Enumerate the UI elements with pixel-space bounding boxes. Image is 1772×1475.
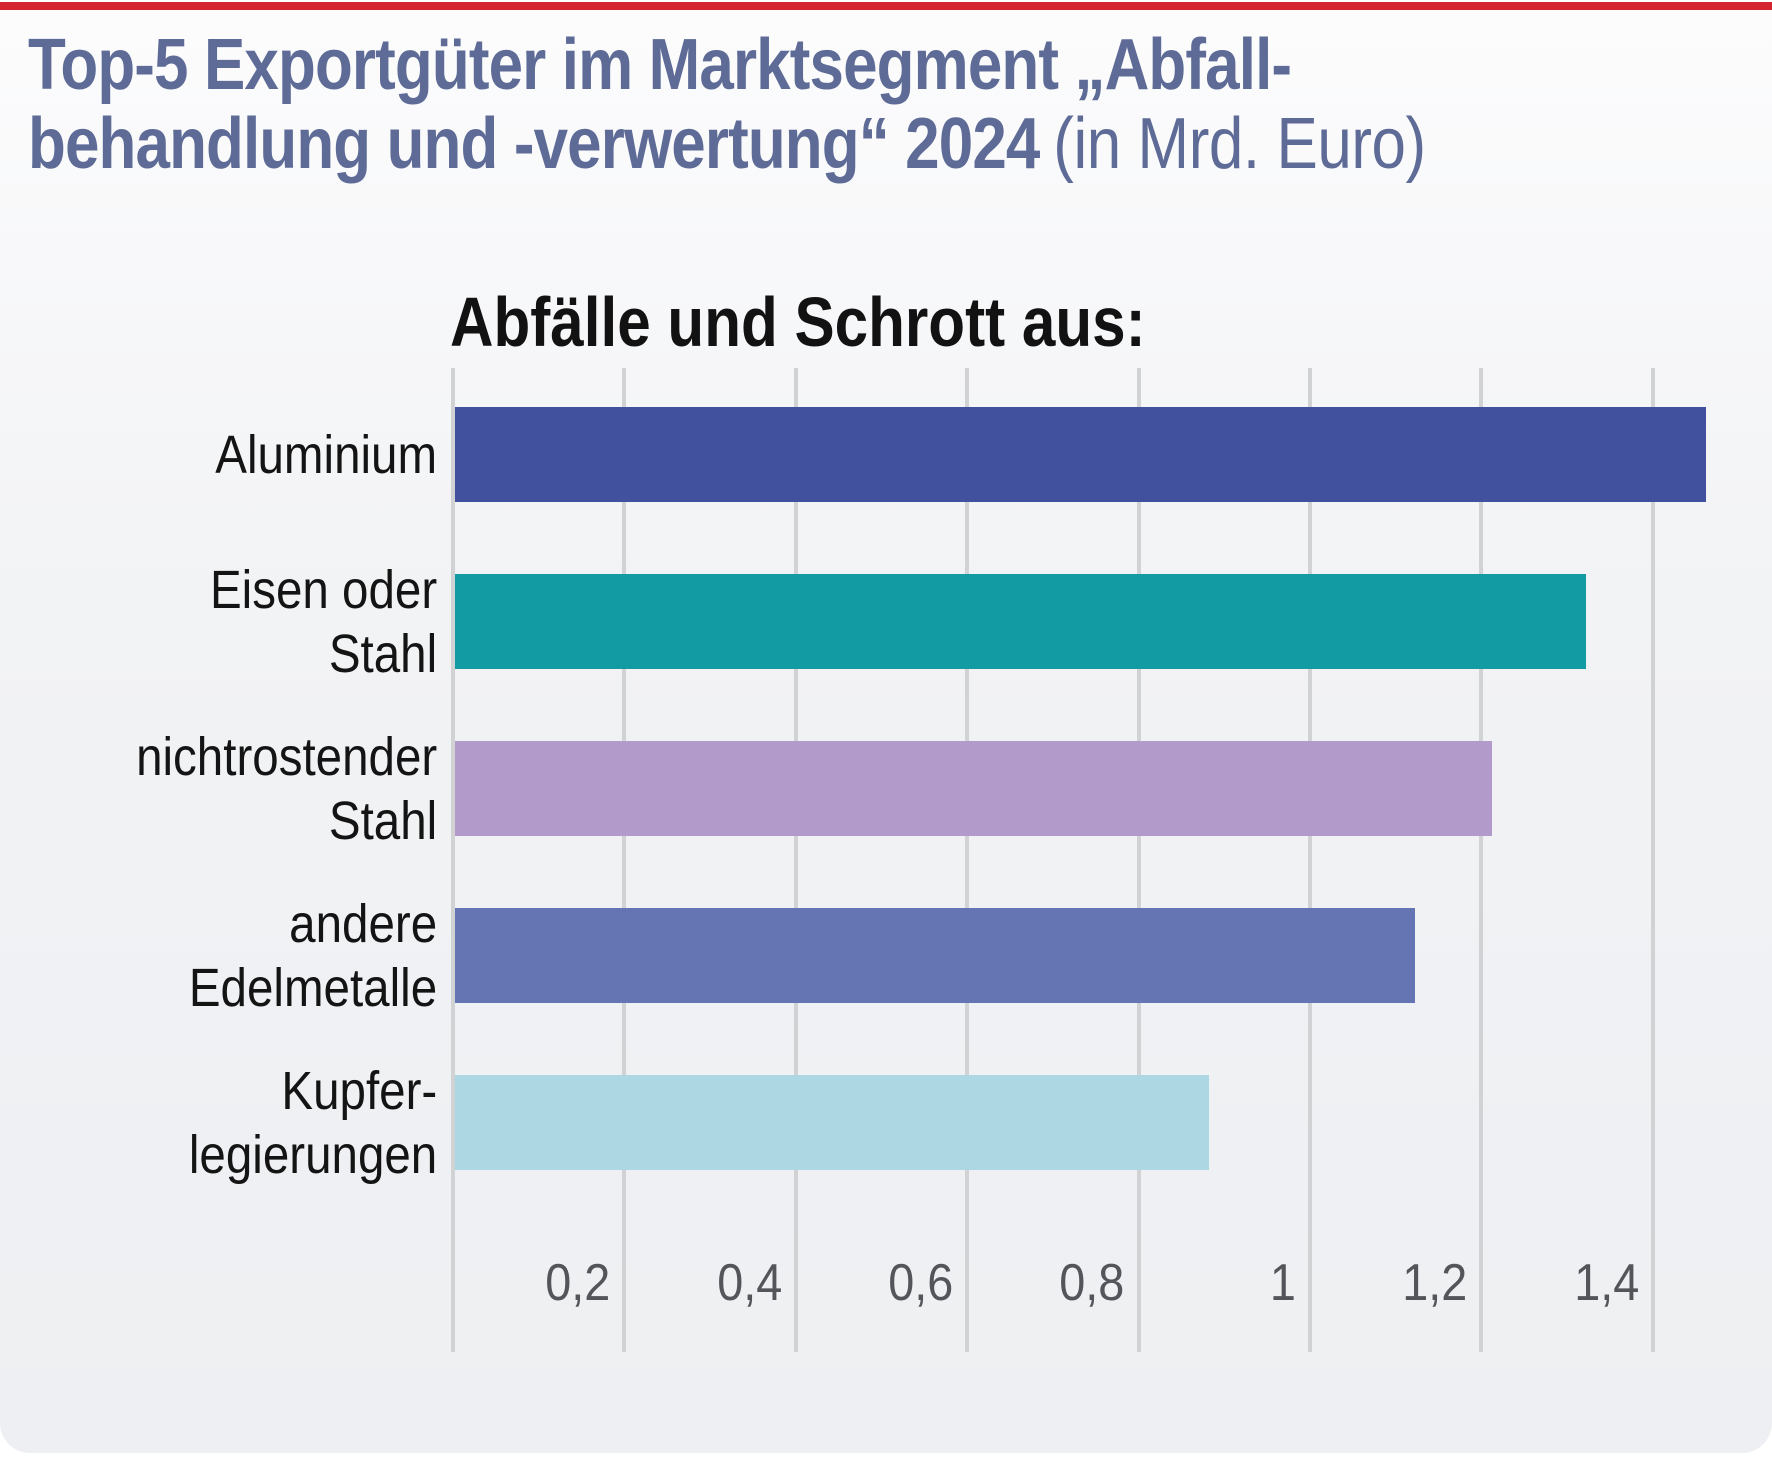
x-tick-label-text: 1	[1269, 1254, 1296, 1312]
bar-eisen-oder-stahl	[455, 574, 1587, 669]
x-tick-label: 0,6	[783, 1245, 953, 1321]
title-unit-suffix: (in Mrd. Euro)	[1053, 104, 1426, 184]
gridline	[622, 368, 627, 1352]
x-tick-label: 1	[1126, 1245, 1296, 1321]
bar-kupferlegierungen	[455, 1075, 1210, 1170]
x-tick-label: 1,4	[1469, 1245, 1639, 1321]
gridline	[1479, 368, 1484, 1352]
category-label-text: andere Edelmetalle	[188, 893, 437, 1018]
x-tick-label: 0,8	[955, 1245, 1125, 1321]
gridline	[793, 368, 798, 1352]
title-line-2-bold: behandlung und -verwertung“ 2024	[28, 104, 1040, 184]
gridline	[1136, 368, 1141, 1352]
x-tick-label-text: 1,2	[1402, 1254, 1468, 1312]
x-tick-label-text: 0,8	[1059, 1254, 1125, 1312]
bar-nichtrostender-stahl	[455, 741, 1492, 836]
chart-card: Top-5 Exportgüter im Marktsegment „Abfal…	[0, 10, 1772, 1453]
category-label-text: Aluminium	[215, 424, 437, 485]
x-tick-label-text: 0,4	[716, 1254, 782, 1312]
x-tick-label: 1,2	[1297, 1245, 1467, 1321]
x-tick-label: 0,2	[440, 1245, 610, 1321]
x-tick-label-text: 0,6	[888, 1254, 954, 1312]
title-line-1: Top-5 Exportgüter im Marktsegment „Abfal…	[28, 25, 1292, 105]
category-label-text: Eisen oder Stahl	[209, 559, 437, 684]
x-tick-label: 0,4	[612, 1245, 782, 1321]
plot-area: Aluminium Eisen oder Stahl nichtrostender St…	[0, 10, 1772, 1475]
category-label: Aluminium	[0, 407, 437, 502]
x-tick-label-text: 0,2	[545, 1254, 611, 1312]
bar-andere-edelmetalle	[455, 908, 1415, 1003]
gridline	[451, 368, 455, 1352]
category-label-text: nichtrostender Stahl	[135, 726, 437, 851]
category-label: andere Edelmetalle	[0, 894, 437, 1018]
top-red-rule	[0, 2, 1772, 10]
category-label: nichtrostender Stahl	[0, 727, 437, 851]
gridline	[1308, 368, 1312, 1352]
title-line-2: behandlung und -verwertung“ 2024 (in Mrd.…	[28, 104, 1426, 184]
category-label: Eisen oder Stahl	[0, 560, 437, 684]
bar-aluminium	[455, 407, 1707, 502]
chart-subtitle: Abfälle und Schrott aus:	[450, 283, 1146, 361]
x-tick-label-text: 1,4	[1573, 1254, 1639, 1312]
gridline	[1650, 368, 1655, 1352]
page-title: Top-5 Exportgüter im Marktsegment „Abfal…	[28, 26, 1426, 184]
category-label: Kupfer-legierungen	[0, 1061, 437, 1185]
category-label-text: Kupfer-legierungen	[188, 1060, 437, 1185]
gridline	[965, 368, 970, 1352]
